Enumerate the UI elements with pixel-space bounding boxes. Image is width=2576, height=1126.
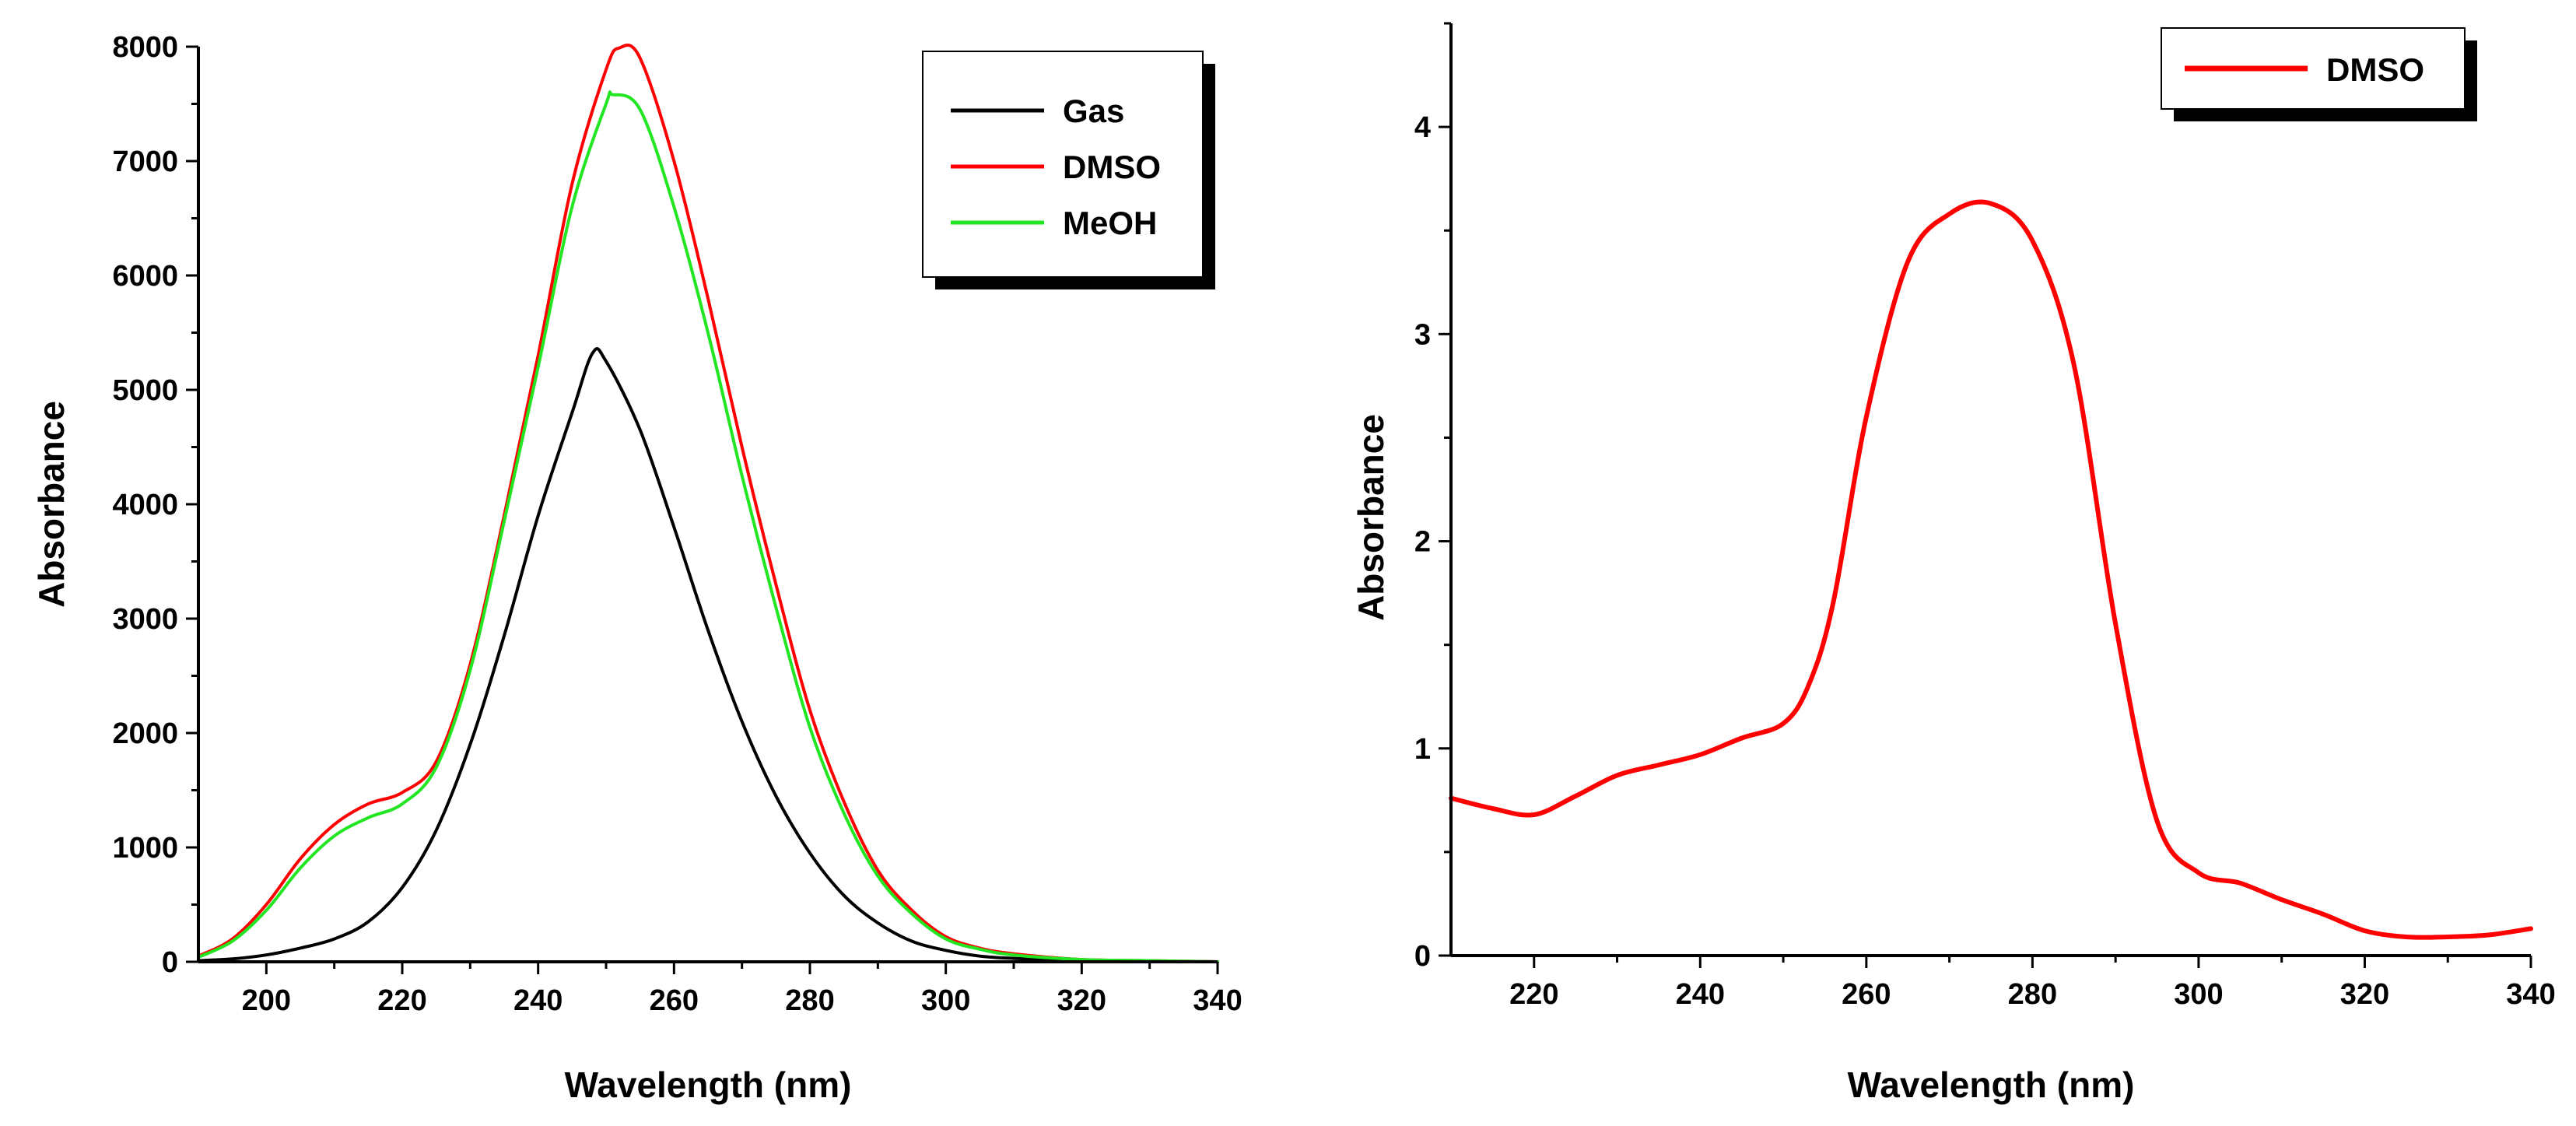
y-tick-label: 2000 xyxy=(112,717,178,750)
chart-left: 200 220 240 260 280 300 320 340 0 1000 2000 3000 40… xyxy=(31,31,1242,1105)
legend-label-gas: Gas xyxy=(1063,93,1124,129)
chart-left-ticks xyxy=(186,45,1219,974)
x-tick-label: 260 xyxy=(1842,978,1891,1011)
x-tick-label: 220 xyxy=(1509,978,1558,1011)
chart-left-y-tick-labels: 0 1000 2000 3000 4000 5000 6000 7000 8000 xyxy=(112,31,178,979)
chart-left-series-group xyxy=(197,44,1219,963)
x-tick-label: 240 xyxy=(513,984,563,1017)
x-tick-label: 340 xyxy=(2506,978,2555,1011)
x-tick-label: 260 xyxy=(650,984,699,1017)
chart-right-y-tick-labels: 0 1 2 3 4 xyxy=(1414,111,1431,973)
y-tick-label: 4 xyxy=(1414,111,1431,144)
y-tick-label: 3 xyxy=(1414,318,1431,351)
x-tick-label: 280 xyxy=(785,984,834,1017)
x-tick-label: 220 xyxy=(377,984,426,1017)
y-tick-label: 0 xyxy=(1414,940,1431,973)
x-tick-label: 300 xyxy=(921,984,970,1017)
y-tick-label: 4000 xyxy=(112,489,178,521)
x-tick-label: 320 xyxy=(1057,984,1106,1017)
chart-left-x-tick-labels: 200 220 240 260 280 300 320 340 xyxy=(242,984,1242,1017)
series-line-dmso xyxy=(197,44,1219,963)
chart-left-x-axis-title: Wavelength (nm) xyxy=(565,1065,852,1105)
x-tick-label: 340 xyxy=(1193,984,1242,1017)
chart-right-legend: DMSO xyxy=(2161,27,2477,121)
y-tick-label: 8000 xyxy=(112,31,178,64)
x-tick-label: 320 xyxy=(2340,978,2389,1011)
chart-right-x-axis-title: Wavelength (nm) xyxy=(1848,1065,2135,1105)
y-tick-label: 1000 xyxy=(112,832,178,865)
chart-right: 220 240 260 280 300 320 340 0 1 2 3 4 Wavelength (… xyxy=(1351,22,2556,1105)
legend-label-dmso: DMSO xyxy=(1063,149,1161,185)
y-tick-label: 7000 xyxy=(112,146,178,178)
y-tick-label: 1 xyxy=(1414,733,1431,766)
series-line-gas xyxy=(197,347,1219,963)
y-tick-label: 2 xyxy=(1414,526,1431,559)
series-line-dmso xyxy=(1449,199,2533,940)
series-line-meoh xyxy=(197,90,1219,963)
legend-label-meoh: MeOH xyxy=(1063,205,1157,241)
chart-right-ticks xyxy=(1439,22,2532,968)
chart-right-x-tick-labels: 220 240 260 280 300 320 340 xyxy=(1509,978,2556,1011)
x-tick-label: 280 xyxy=(2008,978,2057,1011)
chart-left-legend: Gas DMSO MeOH xyxy=(922,51,1215,289)
chart-left-y-axis-title: Absorbance xyxy=(31,401,72,608)
chart-right-y-axis-title: Absorbance xyxy=(1351,414,1391,621)
y-tick-label: 0 xyxy=(162,946,178,979)
x-tick-label: 200 xyxy=(242,984,291,1017)
chart-right-series-group xyxy=(1449,199,2533,940)
chart-left-legend-box xyxy=(922,51,1204,278)
legend-label-dmso: DMSO xyxy=(2326,51,2424,88)
y-tick-label: 6000 xyxy=(112,260,178,293)
x-tick-label: 300 xyxy=(2174,978,2223,1011)
y-tick-label: 3000 xyxy=(112,603,178,636)
y-tick-label: 5000 xyxy=(112,374,178,407)
x-tick-label: 240 xyxy=(1676,978,1725,1011)
